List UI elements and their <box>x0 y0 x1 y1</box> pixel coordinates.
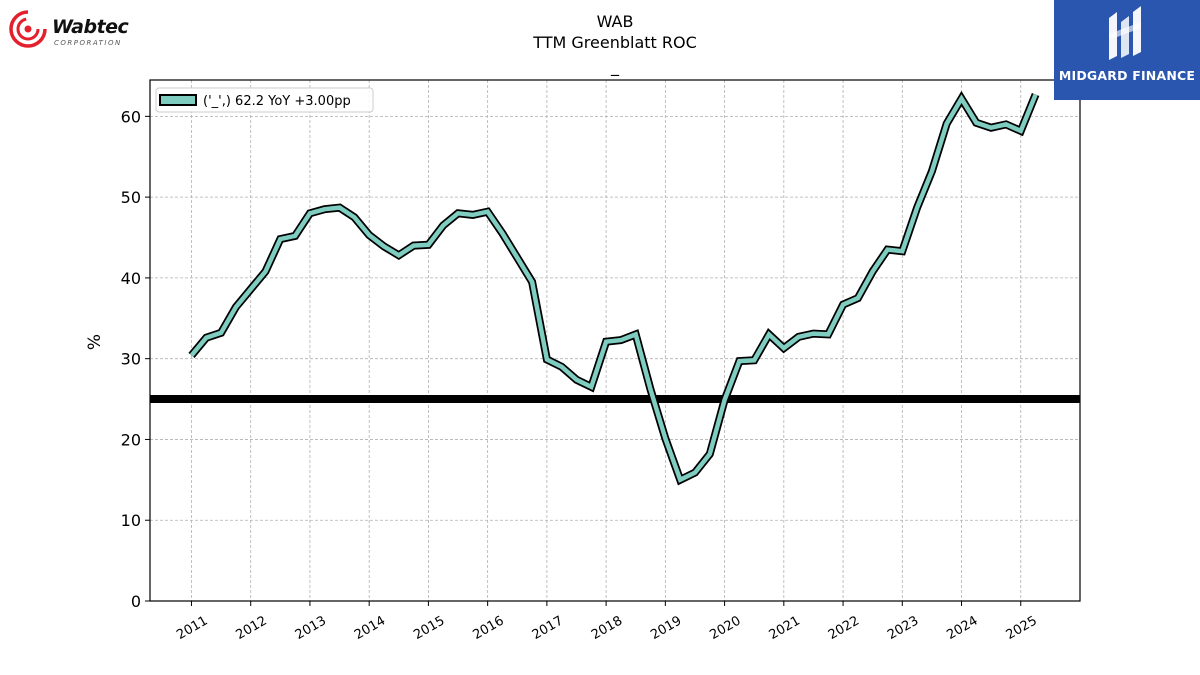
x-tick-label: 2022 <box>826 613 862 643</box>
chart-title: TTM Greenblatt ROC <box>532 33 697 52</box>
y-axis-label: % <box>85 334 105 350</box>
legend-box <box>155 87 374 113</box>
x-tick-label: 2017 <box>530 613 566 643</box>
y-tick-label: 40 <box>121 269 141 288</box>
x-tick-label: 2025 <box>1004 613 1040 643</box>
x-tick-label: 2012 <box>234 613 270 643</box>
y-tick-label: 30 <box>121 350 141 369</box>
x-tick-label: 2021 <box>767 613 803 643</box>
x-tick-label: 2013 <box>293 613 329 643</box>
series-line <box>189 93 1038 483</box>
x-tick-label: 2023 <box>885 613 921 643</box>
y-ticks: 0 10 20 30 40 50 60 <box>121 107 150 611</box>
wabtec-logo-wordmark: Wabtec <box>52 16 129 38</box>
x-tick-label: 2019 <box>648 613 684 643</box>
midgard-logo-icon <box>1109 6 1141 60</box>
y-tick-label: 0 <box>131 592 141 611</box>
wabtec-logo-subtitle: CORPORATION <box>54 39 122 47</box>
x-tick-label: 2020 <box>707 613 743 643</box>
x-ticks: 2011 2012 2013 2014 2015 2016 2017 2018 2019 2020… <box>174 601 1040 643</box>
wabtec-logo: Wabtec CORPORATION <box>8 8 148 50</box>
y-tick-label: 10 <box>121 511 141 530</box>
x-tick-label: 2015 <box>411 613 447 643</box>
series-line-outline <box>188 90 1040 486</box>
legend-label: ('_',) 62.2 YoY +3.00pp <box>203 94 351 109</box>
y-tick-label: 50 <box>121 188 141 207</box>
grid <box>150 80 1080 602</box>
axes-frame <box>149 79 1081 602</box>
y-tick-label: 60 <box>121 107 141 126</box>
x-tick-label: 2016 <box>470 613 506 643</box>
x-tick-label: 2014 <box>352 613 388 643</box>
midgard-finance-logo: MIDGARD FINANCE <box>1054 0 1200 100</box>
wabtec-logo-icon <box>9 10 47 48</box>
legend-swatch <box>159 94 197 106</box>
legend: ('_',) 62.2 YoY +3.00pp <box>155 87 374 113</box>
x-tick-label: 2018 <box>589 613 625 643</box>
chart-title-ticker: WAB <box>597 12 634 31</box>
y-tick-label: 20 <box>121 430 141 449</box>
midgard-logo-wordmark: MIDGARD FINANCE <box>1058 68 1196 83</box>
series-layer <box>188 90 1040 486</box>
x-tick-label: 2011 <box>174 613 210 643</box>
chart-subtitle: _ <box>610 57 620 77</box>
x-tick-label: 2024 <box>944 613 980 643</box>
